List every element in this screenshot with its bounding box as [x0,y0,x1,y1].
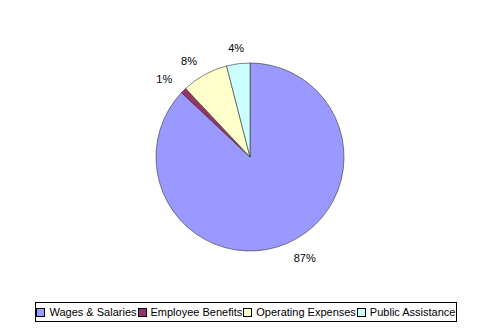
svg-text:8%: 8% [181,55,197,67]
html-text:Wages & Salaries: Wages & Salaries [49,306,137,318]
svg-text:87%: 87% [294,252,316,264]
html-text:Public Assistance: Public Assistance [369,306,456,318]
svg-text:4%: 4% [228,42,244,54]
html-text:Employee Benefits: Employee Benefits [150,306,243,318]
html-text:Operating Expenses: Operating Expenses [256,306,356,318]
svg-text:1%: 1% [156,73,172,85]
